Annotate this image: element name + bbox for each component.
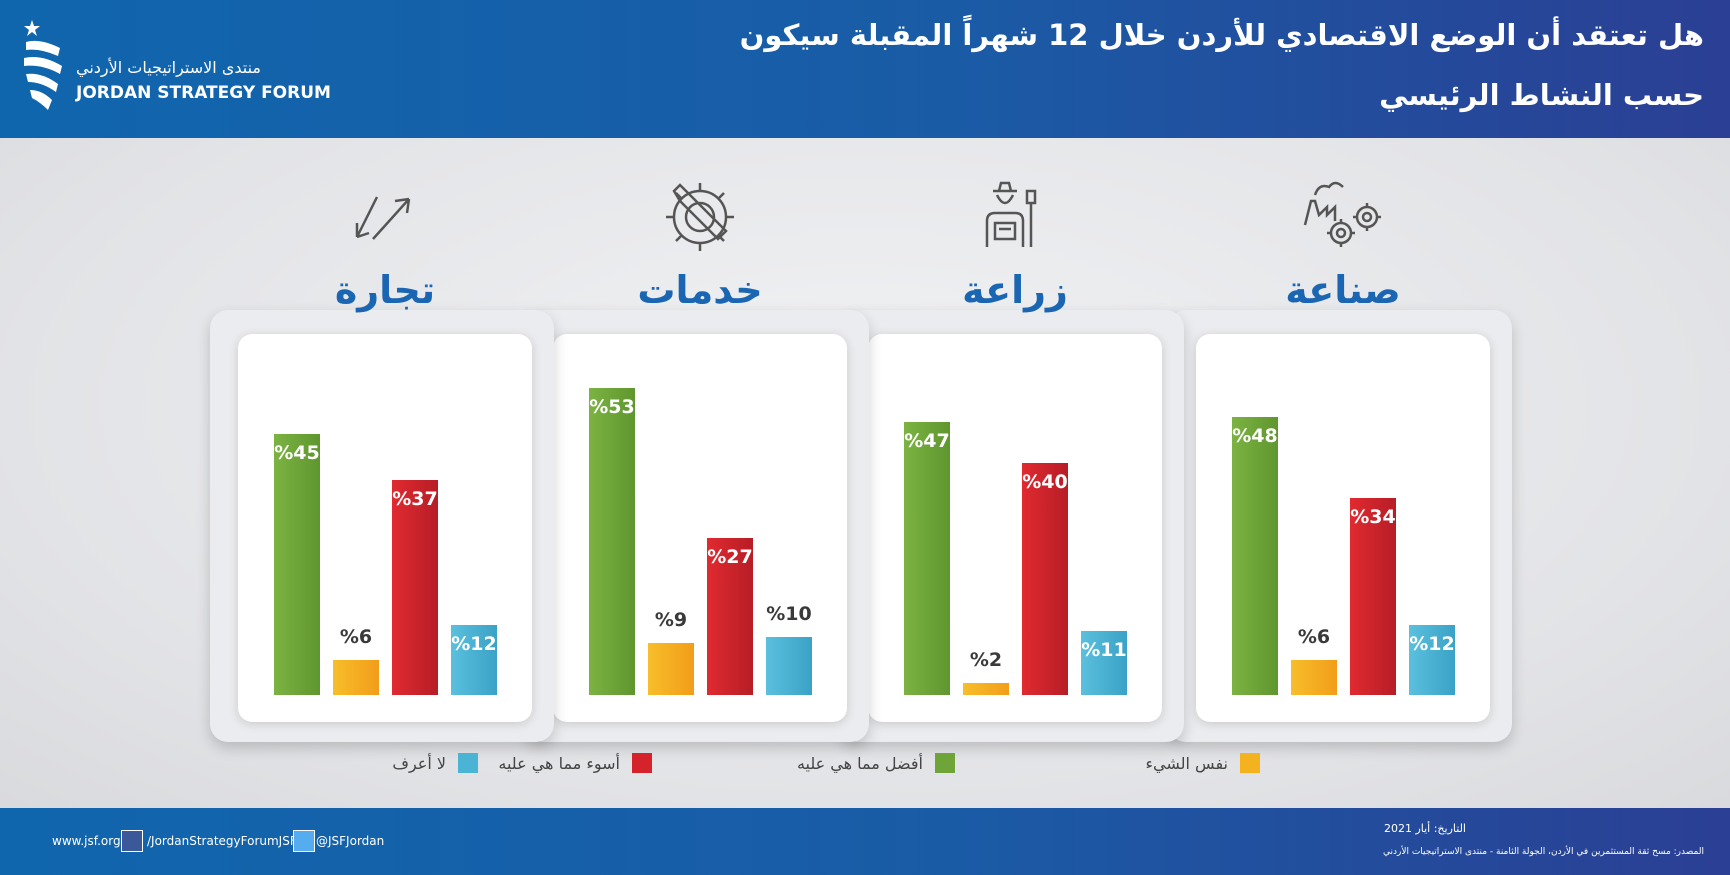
bar xyxy=(1409,625,1455,695)
bar xyxy=(648,642,694,695)
footer-twitter[interactable]: @JSFJordan xyxy=(316,834,385,848)
bar-value-label: %6 xyxy=(1297,626,1331,649)
header-banner: هل تعتقد أن الوضع الاقتصادي للأردن خلال … xyxy=(0,0,1730,138)
jsf-emblem-icon xyxy=(24,20,62,110)
facebook-icon[interactable] xyxy=(121,830,143,852)
bar-value-label: %11 xyxy=(1081,639,1127,662)
jsf-logo: منتدى الاستراتيجيات الأردني JORDAN STRAT… xyxy=(20,18,331,122)
bar xyxy=(1232,416,1278,695)
wrench-gear-icon xyxy=(658,175,742,259)
legend-swatch xyxy=(458,753,478,773)
bar-value-label: %2 xyxy=(969,649,1003,672)
bar-value-label: %12 xyxy=(1409,633,1455,656)
footer-date: التاريخ: أيار 2021 xyxy=(1383,822,1466,835)
bar-value-label: %27 xyxy=(707,546,753,569)
bar xyxy=(333,660,379,695)
bar-value-label: %47 xyxy=(904,430,950,453)
category-label: زراعة xyxy=(962,268,1068,312)
footer-source: المصدر: مسح ثقة المستثمرين في الأردن، ال… xyxy=(1382,847,1704,857)
bar xyxy=(904,422,950,695)
bar-value-label: %10 xyxy=(766,603,812,625)
category-label: تجارة xyxy=(334,268,436,312)
bar xyxy=(392,480,438,695)
footer-facebook[interactable]: /JordanStrategyForumJSF xyxy=(147,834,297,848)
bar xyxy=(707,538,753,695)
bar-value-label: %9 xyxy=(654,608,688,631)
logo-english-text: JORDAN STRATEGY FORUM xyxy=(76,83,331,103)
bar-value-label: %37 xyxy=(392,488,438,511)
bar xyxy=(451,625,497,695)
page-subtitle: حسب النشاط الرئيسي xyxy=(1379,78,1704,112)
farmer-icon xyxy=(973,175,1057,259)
factory-gears-icon xyxy=(1301,175,1385,259)
bar xyxy=(766,637,812,695)
bar xyxy=(1022,463,1068,695)
legend-item: أسوء مما هي عليه xyxy=(498,752,652,774)
legend-label: لا أعرف xyxy=(392,753,446,773)
bar xyxy=(589,387,635,695)
trade-arrows-icon xyxy=(343,175,427,259)
legend-item: أفضل مما هي عليه xyxy=(797,752,955,774)
bar-value-label: %45 xyxy=(274,442,320,464)
bar xyxy=(1081,631,1127,695)
bar-value-label: %6 xyxy=(339,626,373,649)
bar-value-label: %12 xyxy=(451,633,497,656)
bar xyxy=(1350,497,1396,695)
legend-swatch xyxy=(1240,753,1260,773)
bar-value-label: %53 xyxy=(589,395,635,418)
legend-label: أفضل مما هي عليه xyxy=(796,753,923,773)
bar-value-label: %34 xyxy=(1350,505,1396,528)
legend-swatch xyxy=(632,753,652,773)
legend-swatch xyxy=(935,753,955,773)
bar xyxy=(1291,660,1337,695)
bar xyxy=(274,434,320,695)
twitter-icon[interactable] xyxy=(293,830,315,852)
category-label: صناعة xyxy=(1285,268,1401,312)
legend-label: نفس الشيء xyxy=(1145,753,1228,773)
category-label: خدمات xyxy=(637,268,763,312)
logo-arabic-text: منتدى الاستراتيجيات الأردني xyxy=(76,58,261,77)
bar-value-label: %48 xyxy=(1232,424,1278,447)
footer-banner: www.jsf.org /JordanStrategyForumJSF @JSF… xyxy=(0,808,1730,875)
bar xyxy=(963,683,1009,695)
legend-item: نفس الشيء xyxy=(1146,752,1260,774)
page-title: هل تعتقد أن الوضع الاقتصادي للأردن خلال … xyxy=(739,18,1704,52)
legend-label: أسوء مما هي عليه xyxy=(498,753,620,773)
footer-website[interactable]: www.jsf.org xyxy=(52,834,121,848)
legend-item: لا أعرف xyxy=(392,752,478,774)
bar-value-label: %40 xyxy=(1022,471,1068,493)
